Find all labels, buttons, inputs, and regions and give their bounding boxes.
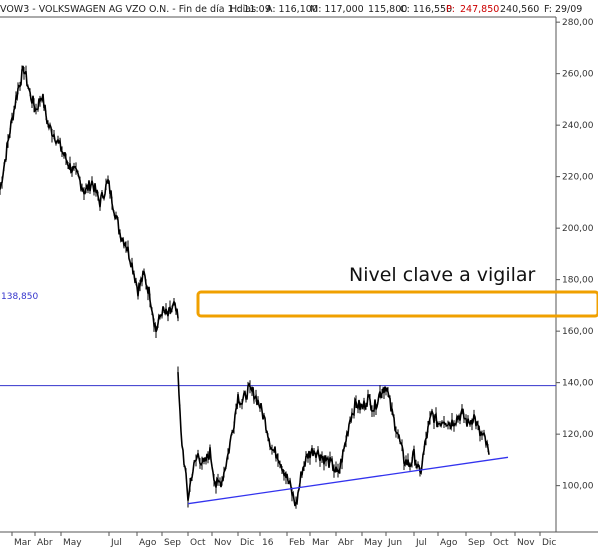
y-tick-label: 100,00 (562, 482, 594, 492)
header-min: 115,800 (368, 4, 407, 15)
support-trendline (187, 456, 509, 505)
x-tick-label: Ago (440, 538, 458, 548)
x-tick-label: Feb (289, 538, 305, 548)
x-tick-label: Dic (240, 538, 254, 548)
header-max: M: 117,000 (310, 4, 364, 15)
header-prev-value: 247,850 (460, 4, 499, 15)
header-low: 240,560 (500, 4, 539, 15)
price-series (0, 65, 490, 509)
trendline-group (187, 456, 509, 505)
x-tick-label: Dic (542, 538, 556, 548)
x-tick-label: Mar (14, 538, 31, 548)
annotation-text: Nivel clave a vigilar (349, 264, 536, 286)
y-tick-label: 200,00 (562, 224, 594, 234)
y-tick-label: 260,00 (562, 70, 594, 80)
x-tick-label: May (63, 538, 82, 548)
x-tick-label: Oct (493, 538, 509, 548)
y-tick-label: 280,00 (562, 18, 594, 28)
y-tick-label: 160,00 (562, 327, 594, 337)
y-tick-label: 180,00 (562, 276, 594, 286)
x-tick-label: Ago (139, 538, 157, 548)
x-tick-label: Abr (37, 538, 53, 548)
y-tick-label: 220,00 (562, 173, 594, 183)
key-level-box (196, 290, 598, 318)
header-prev-label: P: (446, 4, 455, 15)
x-tick-label: Sep (468, 538, 485, 548)
x-tick-label: Jul (415, 538, 427, 548)
x-tick-label: Mar (312, 538, 329, 548)
y-tick-label: 120,00 (562, 430, 594, 440)
header-high: H: 11:09 (230, 4, 271, 15)
reference-line-label: 138,850 (1, 292, 38, 302)
x-tick-label: Nov (214, 538, 232, 548)
x-axis: Mar Abr May Jul Ago Sep Oct Nov Dic 16 Feb Mar Abr Ma… (11, 532, 556, 548)
header-bar: VOW3 - VOLKSWAGEN AG VZO O.N. - Fin de d… (0, 4, 582, 15)
y-axis: 100,00 120,00 140,00 160,00 180,00 200,00 220,… (556, 18, 594, 492)
x-tick-label: Oct (190, 538, 206, 548)
x-tick-label: Jun (387, 538, 402, 548)
symbol-label: VOW3 - VOLKSWAGEN AG VZO O.N. - Fin de d… (0, 4, 256, 15)
x-tick-label: Abr (338, 538, 354, 548)
x-tick-label: May (364, 538, 383, 548)
x-tick-label: Jul (110, 538, 122, 548)
header-open: A: 116,100 (266, 4, 318, 15)
y-tick-label: 140,00 (562, 379, 594, 389)
header-close: C: 116,550 (400, 4, 452, 15)
x-tick-label: Sep (164, 538, 181, 548)
x-tick-label: 16 (262, 538, 274, 548)
x-tick-label: Nov (517, 538, 535, 548)
header-date: F: 29/09 (544, 4, 582, 15)
y-tick-label: 240,00 (562, 121, 594, 131)
